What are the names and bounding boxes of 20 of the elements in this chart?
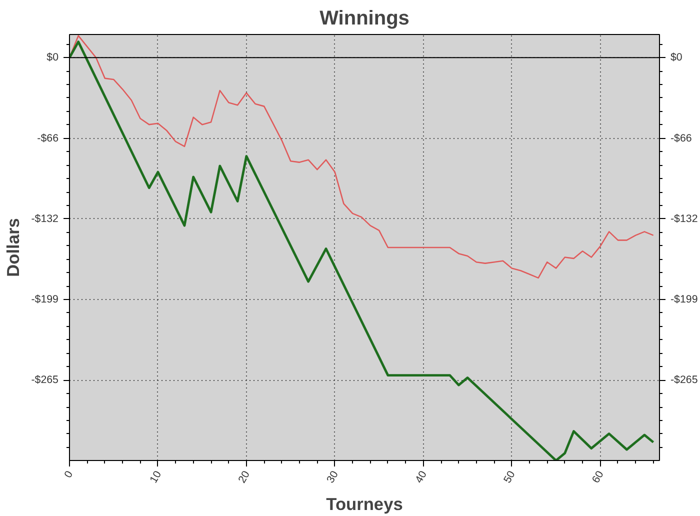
y2-tick-label: -$132 bbox=[670, 212, 698, 225]
y-tick-label: -$265 bbox=[31, 374, 59, 386]
x-tick-label: 40 bbox=[413, 468, 430, 486]
y2-tick-label: $0 bbox=[670, 52, 682, 64]
y2-tick-label: -$199 bbox=[670, 294, 698, 306]
x-axis-title: Tourneys bbox=[326, 494, 403, 514]
x-tick-label: 30 bbox=[324, 468, 341, 486]
y2-tick-label: -$66 bbox=[670, 132, 692, 144]
chart-title: Winnings bbox=[320, 8, 410, 30]
x-tick-label: 50 bbox=[502, 468, 518, 486]
y2-tick-label: -$265 bbox=[670, 374, 698, 386]
x-tick-label: 10 bbox=[148, 468, 164, 486]
y-tick-label: -$132 bbox=[31, 212, 59, 225]
x-tick-label: 20 bbox=[236, 468, 253, 486]
y-axis-title: Dollars bbox=[3, 218, 24, 277]
y-tick-label: -$66 bbox=[37, 132, 59, 144]
y-tick-label: $0 bbox=[46, 52, 59, 64]
x-tick-label: 60 bbox=[590, 468, 606, 486]
x-tick-label: 0 bbox=[62, 468, 76, 480]
y-tick-label: -$199 bbox=[31, 294, 59, 306]
